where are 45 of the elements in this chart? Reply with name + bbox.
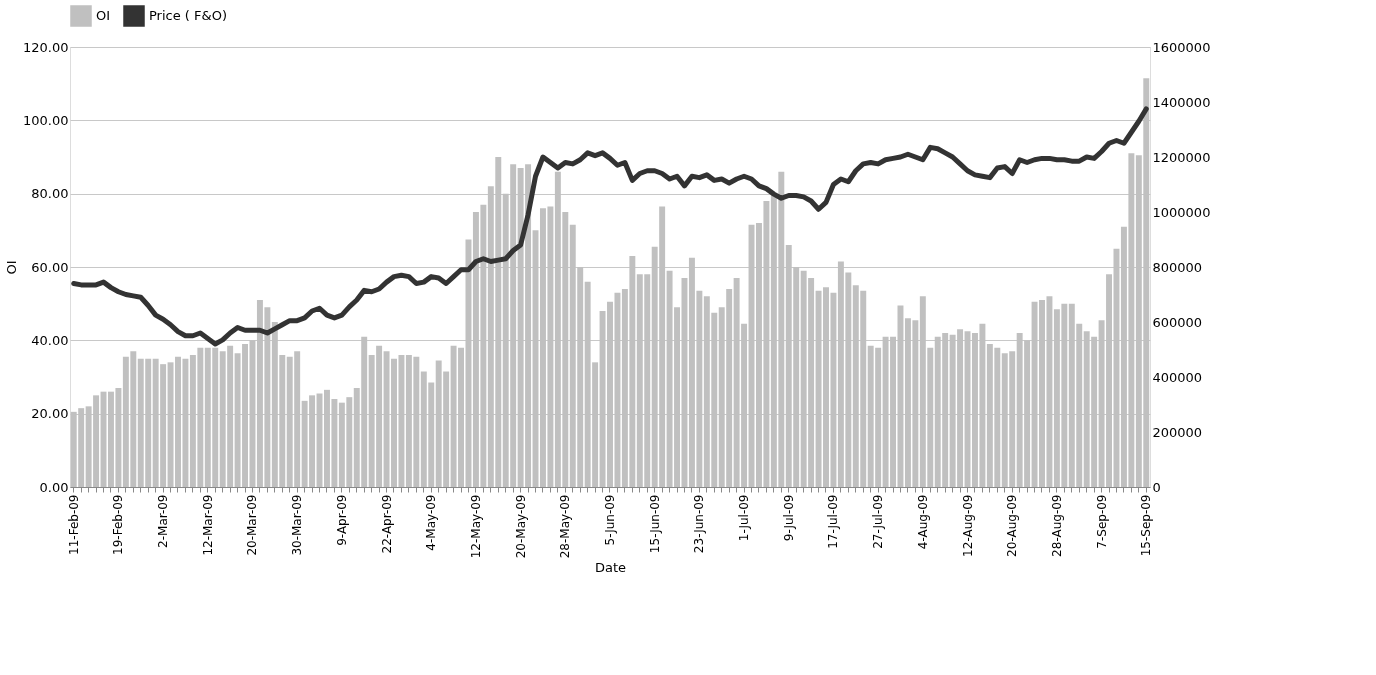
x-axis-title: Date — [594, 560, 627, 576]
y2-tick-label: 0 — [1152, 479, 1161, 495]
x-tick-label: 15-Sep-09 — [1139, 494, 1154, 557]
y2-tick-label: 1600000 — [1152, 39, 1211, 55]
x-tick-label: 12-Aug-09 — [960, 494, 975, 557]
x-tick-label: 15-Jun-09 — [647, 494, 662, 554]
x-tick-label: 30-Mar-09 — [290, 494, 305, 556]
x-tick-label: 2-Mar-09 — [156, 494, 171, 548]
x-tick-label: 28-Aug-09 — [1049, 494, 1064, 557]
legend-label: OI — [96, 8, 111, 23]
x-tick-label: 20-Aug-09 — [1005, 494, 1020, 557]
x-tick-label: 7-Sep-09 — [1094, 494, 1109, 549]
x-tick-label: 28-May-09 — [558, 494, 573, 559]
y2-tick-label: 1200000 — [1152, 149, 1211, 165]
x-tick-label: 20-May-09 — [513, 494, 528, 559]
y2-tick-label: 600000 — [1152, 314, 1203, 330]
x-tick-label: 17-Jul-09 — [826, 494, 841, 549]
y2-tick-label: 400000 — [1152, 369, 1203, 385]
x-tick-label: 11-Feb-09 — [66, 494, 81, 555]
x-tick-label: 4-May-09 — [424, 494, 439, 551]
x-tick-label: 5-Jun-09 — [603, 494, 617, 546]
x-tick-label: 12-May-09 — [468, 494, 483, 559]
y-tick-label: 120.00 — [23, 39, 69, 55]
y2-tick-label: 1000000 — [1152, 204, 1211, 220]
x-tick-label: 9-Jul-09 — [781, 494, 796, 542]
x-tick-label: 20-Mar-09 — [245, 494, 260, 556]
x-tick-label: 19-Feb-09 — [111, 494, 126, 555]
y-tick-label: 60.00 — [31, 259, 69, 275]
y2-tick-label: 800000 — [1152, 259, 1203, 275]
x-tick-label: 23-Jun-09 — [692, 494, 707, 554]
x-tick-label: 22-Apr-09 — [379, 494, 394, 554]
x-tick-label: 27-Jul-09 — [871, 494, 886, 549]
x-tick-label: 1-Jul-09 — [737, 494, 752, 542]
y-tick-label: 40.00 — [31, 332, 69, 348]
y-tick-label: 0.00 — [39, 479, 69, 495]
y-tick-label: 20.00 — [31, 406, 69, 422]
legend-label: Price ( F&O) — [149, 8, 227, 23]
y-tick-label: 100.00 — [23, 112, 69, 128]
x-tick-label: 4-Aug-09 — [915, 494, 930, 550]
y2-tick-label: 1400000 — [1152, 94, 1211, 110]
y-tick-label: 80.00 — [31, 186, 69, 202]
y-axis-title: OI — [4, 260, 20, 275]
x-tick-label: 12-Mar-09 — [200, 494, 215, 556]
x-tick-label: 9-Apr-09 — [334, 494, 349, 546]
y2-tick-label: 200000 — [1152, 424, 1203, 440]
